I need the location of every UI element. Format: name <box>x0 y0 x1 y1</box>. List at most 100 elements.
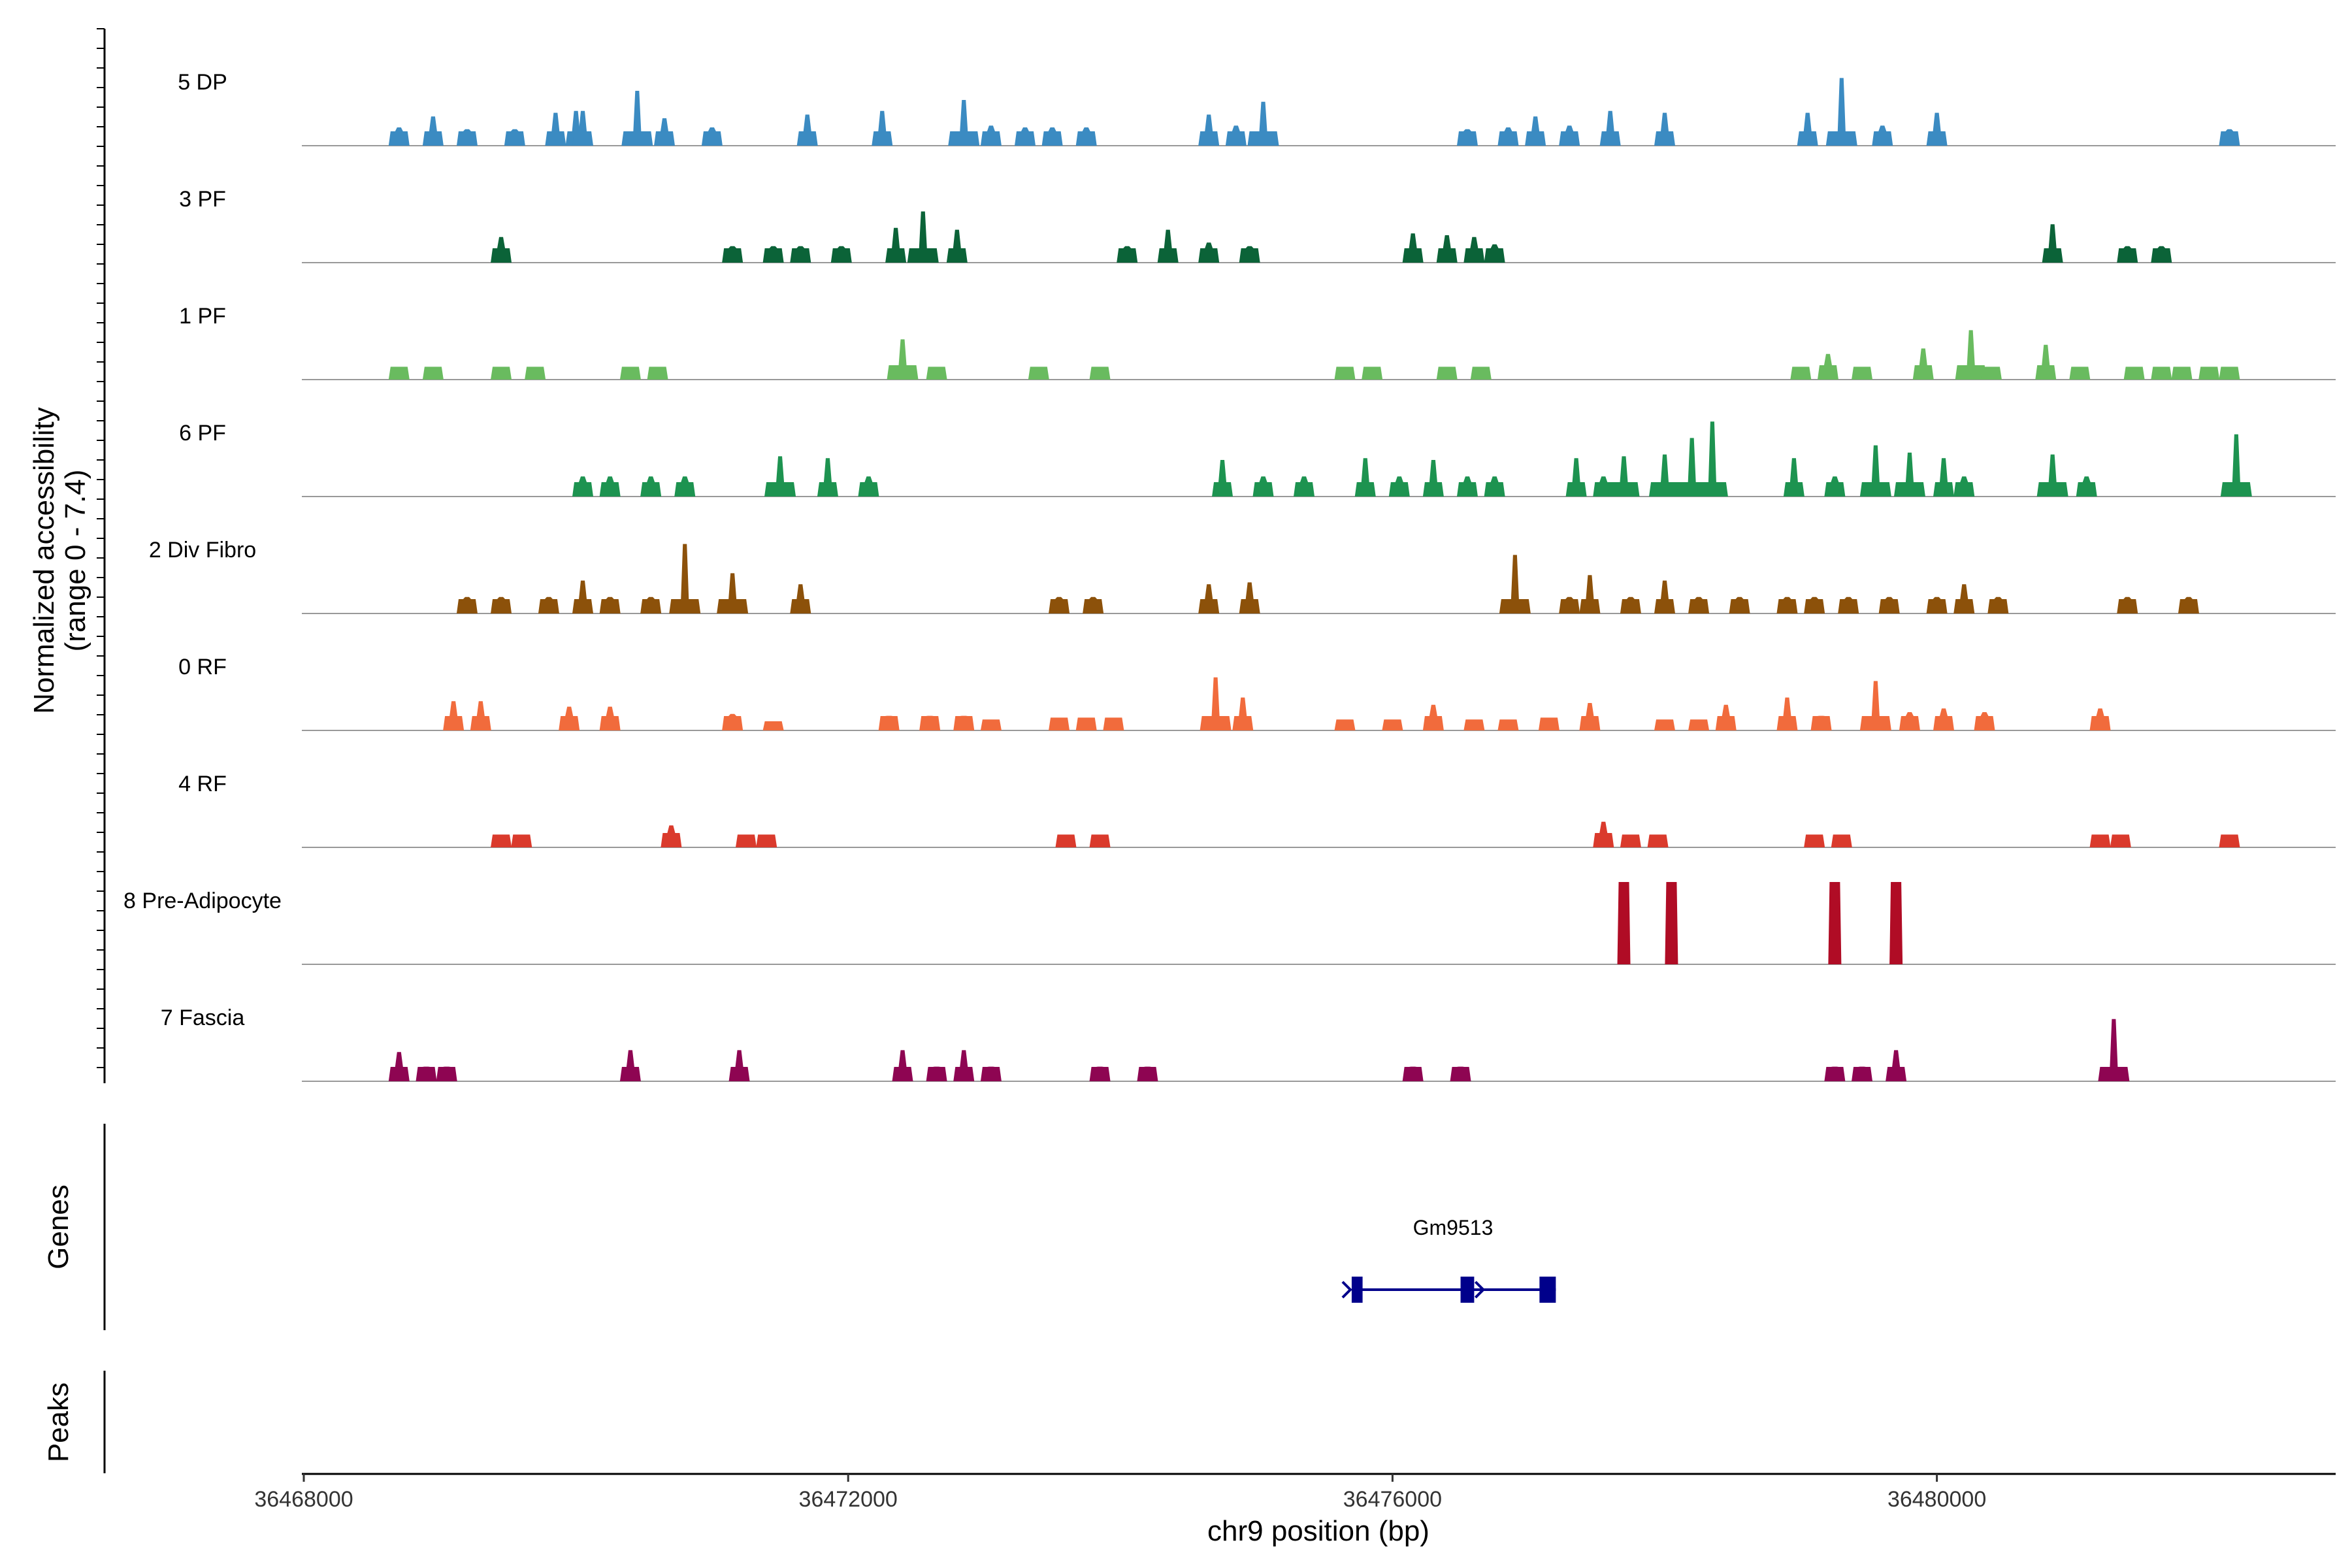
coverage-peak <box>511 834 532 847</box>
coverage-peak <box>1852 367 1873 380</box>
coverage-peak <box>640 476 662 497</box>
coverage-peak <box>1933 458 1955 497</box>
coverage-peak <box>1075 717 1097 730</box>
coverage-peak <box>599 596 621 613</box>
peaks-panel-title: Peaks <box>42 1382 74 1462</box>
coverage-peak <box>1620 834 1641 847</box>
coverage-peak <box>653 118 675 146</box>
y-axis-range: (range 0 - 7.4) <box>59 470 91 652</box>
coverage-peak <box>1729 596 1750 613</box>
coverage-peak <box>1838 596 1859 613</box>
coverage-peak <box>1463 237 1485 263</box>
coverage-peak <box>980 1066 1002 1081</box>
coverage-peak <box>2076 476 2097 497</box>
coverage-peak <box>1933 708 1955 730</box>
coverage-peak <box>1137 1066 1158 1081</box>
coverage-peak <box>878 715 900 730</box>
coverage-peak <box>1783 458 1805 497</box>
coverage-peak <box>1049 596 1070 613</box>
coverage-peak <box>599 706 621 730</box>
coverage-peak <box>422 367 444 380</box>
coverage-peak <box>443 701 465 730</box>
coverage-y-ticks <box>97 28 105 1068</box>
coverage-peak <box>1103 717 1124 730</box>
coverage-peak <box>1422 460 1444 497</box>
coverage-peak <box>559 706 580 730</box>
track-label: 4 RF <box>178 772 227 796</box>
coverage-peak <box>1817 353 1838 380</box>
coverage-peak <box>1232 697 1254 730</box>
coverage-peak <box>1499 555 1531 613</box>
coverage-peak <box>2042 224 2063 263</box>
coverage-peak <box>1889 882 1903 964</box>
coverage-peak <box>953 1050 975 1081</box>
coverage-peak <box>2198 367 2220 380</box>
coverage-peak <box>1198 584 1220 613</box>
coverage-peak <box>926 1066 947 1081</box>
coverage-peak <box>980 719 1002 730</box>
coverage-peak <box>416 1066 437 1081</box>
track-label: 7 Fascia <box>161 1005 245 1030</box>
track-2-div-fibro: 2 Div Fibro <box>149 538 2336 614</box>
coverage-peak <box>1953 476 1975 497</box>
coverage-peak <box>1388 476 1410 497</box>
coverage-peak <box>621 91 653 146</box>
coverage-peak <box>1083 596 1104 613</box>
coverage-peak <box>1647 834 1669 847</box>
coverage-peak <box>2123 367 2145 380</box>
coverage-peak <box>1565 458 1587 497</box>
coverage-peak <box>640 596 662 613</box>
x-tick-label: 36476000 <box>1343 1487 1442 1512</box>
track-3-pf: 3 PF <box>179 187 2336 263</box>
coverage-peak <box>1225 125 1247 146</box>
coverage-peak <box>796 114 818 146</box>
track-label: 1 PF <box>179 304 226 329</box>
track-label: 3 PF <box>179 187 226 212</box>
coverage-peak <box>572 110 594 146</box>
gene-track: Gm9513 <box>1341 1216 1556 1303</box>
strand-arrow <box>1474 1281 1486 1299</box>
coverage-peak <box>1089 834 1111 847</box>
coverage-peak <box>1878 596 1900 613</box>
coverage-peak <box>1797 112 1818 146</box>
x-tick-label: 36480000 <box>1887 1487 1986 1512</box>
coverage-peak <box>1688 719 1710 730</box>
coverage-peak <box>572 476 594 497</box>
coverage-peak <box>1654 580 1675 613</box>
coverage-peak <box>1953 584 1975 613</box>
coverage-peak <box>2098 1019 2130 1081</box>
coverage-peak <box>1525 116 1546 146</box>
coverage-peak <box>1824 1066 1846 1081</box>
coverage-peak <box>1239 582 1260 613</box>
coverage-peak <box>858 476 879 497</box>
coverage-peak <box>1831 834 1852 847</box>
coverage-peak <box>764 456 796 497</box>
coverage-peak <box>1804 834 1825 847</box>
coverage-peak <box>1334 367 1356 380</box>
genes-panel-title: Genes <box>42 1184 74 1269</box>
coverage-peak <box>1665 882 1678 964</box>
coverage-peak <box>1484 244 1505 263</box>
coverage-peak <box>669 544 701 613</box>
coverage-peak <box>1470 367 1492 380</box>
coverage-peak <box>1859 681 1891 730</box>
track-4-rf: 4 RF <box>178 772 2336 848</box>
coverage-peak <box>1825 78 1857 146</box>
coverage-peak <box>1239 246 1260 263</box>
coverage-peak <box>545 112 566 146</box>
coverage-peak <box>2089 834 2111 847</box>
coverage-peak <box>1852 1066 1873 1081</box>
coverage-peak <box>1955 330 1987 380</box>
coverage-peak <box>756 834 777 847</box>
coverage-peak <box>1676 438 1708 497</box>
coverage-peak <box>907 211 939 263</box>
coverage-peak <box>2219 834 2240 847</box>
coverage-peak <box>762 246 784 263</box>
coverage-peak <box>1200 677 1232 730</box>
coverage-peak <box>1484 476 1505 497</box>
coverage-peak <box>892 1050 913 1081</box>
coverage-peak <box>1049 717 1070 730</box>
coverage-peak <box>735 834 757 847</box>
coverage-peak <box>887 339 919 380</box>
